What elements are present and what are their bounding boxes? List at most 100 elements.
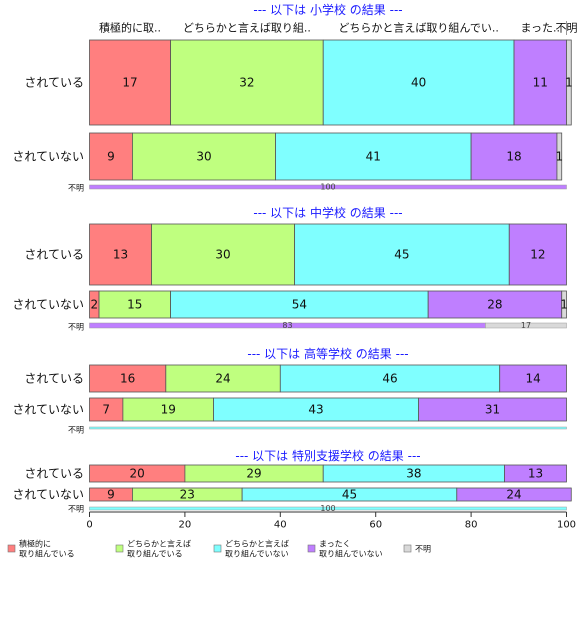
bar-label-c2: 30 (215, 248, 230, 262)
bar-label-c3: 41 (366, 150, 381, 164)
legend-label-c4: まったく (319, 540, 351, 549)
bar-segment-c4 (504, 464, 567, 483)
legend-label-c3: 取り組んでいない (225, 549, 289, 559)
legend-label-c2: どちらかと言えば (127, 539, 191, 549)
bar-segment-c3 (294, 223, 510, 286)
bar-label-c1: 16 (120, 372, 135, 386)
legend-label-c5: 不明 (415, 545, 431, 554)
legend-swatch-c5 (403, 544, 412, 553)
bar-label-c4: 18 (506, 150, 521, 164)
x-tick-label: 0 (86, 520, 92, 531)
bar-label-c3: 43 (308, 403, 323, 417)
x-tick-label: 20 (179, 520, 192, 531)
bar-segment-c2 (165, 364, 281, 393)
row-label: されている (24, 76, 84, 90)
x-tick-label: 80 (465, 520, 478, 531)
bar-segment-c4 (508, 223, 567, 286)
unknown-bar-segment-c3 (89, 426, 567, 430)
bar-segment-c4 (418, 397, 567, 422)
bar-label-c4: 11 (533, 76, 548, 90)
legend-swatch-c4 (307, 544, 316, 553)
bar-label-c1: 9 (107, 488, 115, 502)
bar-label-c4: 24 (506, 488, 521, 502)
bar-segment-c5 (556, 132, 563, 181)
bar-label-c1: 13 (113, 248, 128, 262)
x-tick-label: 100 (557, 520, 576, 531)
legend-label-c1: 取り組んでいる (19, 549, 75, 559)
legend-swatch-c1 (7, 544, 16, 553)
legend-label-c2: 取り組んでいる (127, 549, 183, 559)
unknown-row-label: 不明 (68, 184, 84, 193)
legend-swatch-c2 (115, 544, 124, 553)
category-header-c1: 積極的に取.. (99, 21, 161, 35)
bar-segment-c5 (561, 290, 567, 319)
unknown-row-label: 不明 (68, 323, 84, 332)
bar-segment-c3 (170, 290, 429, 319)
bar-label-c3: 45 (342, 488, 357, 502)
bar-label-c2: 15 (127, 298, 142, 312)
unknown-bar-label-c4: 100 (320, 183, 335, 192)
bar-segment-c1 (89, 39, 171, 126)
bar-segment-c3 (279, 364, 501, 393)
bar-label-c4: 13 (528, 467, 543, 481)
bar-label-c2: 30 (196, 150, 211, 164)
row-label: されている (24, 372, 84, 386)
unknown-bar-label-c4: 83 (282, 321, 292, 330)
bar-label-c3: 54 (292, 298, 307, 312)
row-label: されていない (12, 488, 84, 502)
bar-label-c5: 1 (556, 150, 564, 164)
legend-swatch-c3 (213, 544, 222, 553)
legend-label-c3: どちらかと言えば (225, 539, 289, 549)
bar-label-c3: 45 (394, 248, 409, 262)
legend-label-c1: 積極的に (19, 539, 51, 549)
unknown-row-label: 不明 (68, 505, 84, 514)
panel-title: --- 以下は 特別支援学校 の結果 --- (235, 448, 420, 463)
bar-label-c1: 2 (90, 298, 98, 312)
bar-segment-c1 (89, 364, 167, 393)
bar-label-c2: 29 (246, 467, 261, 481)
unknown-bar-segment-c5 (485, 322, 567, 329)
bar-segment-c3 (275, 132, 472, 181)
unknown-bar-label-c3: 100 (320, 504, 335, 513)
bar-label-c1: 9 (107, 150, 115, 164)
bar-label-c2: 23 (180, 488, 195, 502)
bar-label-c4: 12 (530, 248, 545, 262)
bar-label-c1: 17 (122, 76, 137, 90)
row-label: されている (24, 467, 84, 481)
panel-title: --- 以下は 中学校 の結果 --- (253, 205, 402, 220)
bar-segment-c1 (89, 132, 133, 181)
bar-label-c5: 1 (560, 298, 568, 312)
x-tick-label: 60 (369, 520, 382, 531)
bar-label-c3: 38 (406, 467, 421, 481)
category-header-c3: どちらかと言えば取り組んでい.. (338, 22, 498, 35)
row-label: されていない (12, 150, 84, 164)
bar-segment-c4 (513, 39, 567, 126)
bar-segment-c5 (566, 39, 572, 126)
bar-label-c2: 19 (161, 403, 176, 417)
category-header-c4: まった.. (520, 22, 560, 35)
bar-label-c2: 24 (215, 372, 230, 386)
bar-label-c4: 28 (487, 298, 502, 312)
panel-title: --- 以下は 高等学校 の結果 --- (247, 346, 408, 361)
bar-segment-c2 (151, 223, 296, 286)
bar-label-c2: 32 (239, 76, 254, 90)
panel-title: --- 以下は 小学校 の結果 --- (253, 2, 402, 17)
bar-label-c1: 7 (102, 403, 110, 417)
bar-label-c3: 46 (382, 372, 397, 386)
bar-segment-c4 (499, 364, 567, 393)
unknown-bar-segment-c4 (89, 184, 567, 190)
bar-segment-c4 (427, 290, 563, 319)
category-header-c2: どちらかと言えば取り組.. (183, 22, 311, 35)
row-label: されていない (12, 298, 84, 312)
bar-label-c5: 1 (565, 76, 573, 90)
bar-segment-c3 (322, 39, 515, 126)
bar-label-c4: 14 (525, 372, 540, 386)
unknown-row-label: 不明 (68, 426, 84, 435)
unknown-bar-label-c5: 17 (521, 321, 531, 330)
bar-segment-c4 (470, 132, 558, 181)
row-label: されている (24, 248, 84, 262)
bar-segment-c2 (170, 39, 324, 126)
x-tick-label: 40 (274, 520, 287, 531)
bar-label-c3: 40 (411, 76, 426, 90)
